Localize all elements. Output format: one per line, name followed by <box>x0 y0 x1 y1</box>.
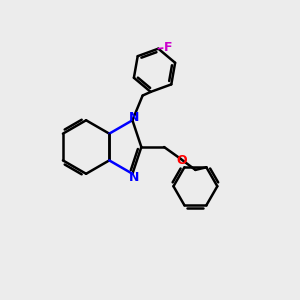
Text: N: N <box>129 171 139 184</box>
Text: N: N <box>129 111 139 124</box>
Text: F: F <box>164 41 172 54</box>
Text: O: O <box>177 154 187 167</box>
